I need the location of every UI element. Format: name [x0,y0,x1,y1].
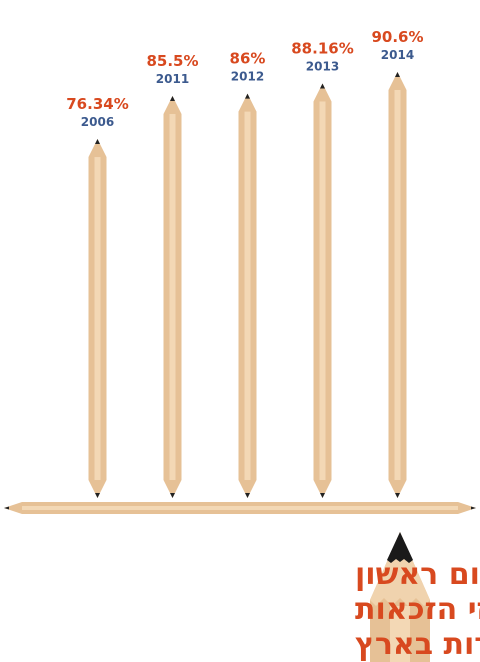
pencil-tip [320,493,325,498]
category-label: 2011 [156,72,189,86]
pencil-stripe [244,111,251,480]
chart-title: שוהם: מקום ראשון [355,557,480,592]
pencil-tip [95,139,100,145]
big-pencil [370,532,430,662]
pencil-tip [95,493,100,498]
pencil-tip [170,95,175,101]
pencil-stripe [319,101,326,481]
pencil-tip [395,493,400,498]
pencil-stripe [394,90,401,480]
data-label: 90.6% [371,28,423,46]
pencil-stripe [94,157,101,480]
pencil-tip [245,93,250,99]
data-label: 88.16% [291,39,353,57]
chart-title: לבגרות בארץ [355,627,480,662]
pencil-stripe [169,113,176,480]
data-label: 86% [230,50,266,68]
category-label: 2013 [306,59,339,73]
pencil-tip [245,493,250,498]
pencil-tip [395,72,400,77]
data-label: 85.5% [146,52,198,70]
data-label: 76.34% [66,95,128,113]
pencil-tip [170,493,175,498]
base-pencil [4,502,476,514]
category-label: 2014 [381,48,414,62]
chart-title: באחוזי הזכאות [355,592,480,627]
category-label: 2006 [81,115,114,129]
category-label: 2012 [231,70,264,84]
pencil-tip [320,83,325,89]
